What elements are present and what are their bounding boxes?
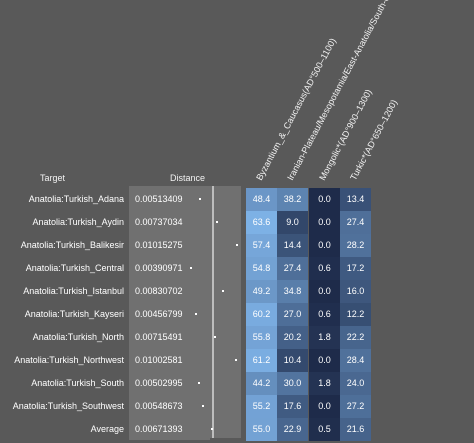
heatmap-cell: 22.9	[277, 418, 308, 441]
target-label: Average	[90, 424, 124, 434]
heatmap-cell: 48.4	[246, 188, 277, 211]
distance-value: 0.00390971	[129, 258, 210, 279]
target-label: Anatolia:Turkish_Kayseri	[24, 309, 124, 319]
distance-dot	[213, 336, 216, 338]
heatmap-cell: 60.2	[246, 303, 277, 326]
distance-value: 0.01002581	[129, 350, 210, 371]
heatmap-cell: 61.2	[246, 349, 277, 372]
target-label: Anatolia:Turkish_North	[32, 332, 124, 342]
heatmap-cell: 30.0	[277, 372, 308, 395]
heatmap-cell: 0.5	[309, 418, 340, 441]
target-label: Anatolia:Turkish_Balikesir	[20, 240, 124, 250]
heatmap-cell: 55.2	[246, 395, 277, 418]
heatmap-cell: 28.4	[340, 349, 371, 372]
distance-value: 0.00513409	[129, 189, 210, 210]
distance-dot	[235, 359, 237, 361]
heatmap-cell: 27.0	[277, 303, 308, 326]
heatmap-cell: 17.2	[340, 257, 371, 280]
target-label: Anatolia:Turkish_Northwest	[14, 355, 124, 365]
heatmap-cell: 12.2	[340, 303, 371, 326]
distance-dot	[222, 290, 225, 292]
heatmap-cell: 13.4	[340, 188, 371, 211]
heatmap-cell: 9.0	[277, 211, 308, 234]
heatmap-cell: 38.2	[277, 188, 308, 211]
distance-dot	[199, 198, 202, 200]
target-label: Anatolia:Turkish_Istanbul	[23, 286, 124, 296]
heatmap-cell: 57.4	[246, 234, 277, 257]
distance-value: 0.00548673	[129, 396, 210, 417]
heatmap-cell: 27.4	[277, 257, 308, 280]
heatmap-cell: 55.0	[246, 418, 277, 441]
heatmap-cell: 27.2	[340, 395, 371, 418]
heatmap-cell: 0.0	[309, 395, 340, 418]
heatmap-cell: 24.0	[340, 372, 371, 395]
heatmap-cell: 49.2	[246, 280, 277, 303]
heatmap-cell: 1.8	[309, 326, 340, 349]
distance-value: 0.01015275	[129, 235, 210, 256]
target-header: Target	[40, 173, 66, 183]
distance-value: 0.00715491	[129, 327, 210, 348]
heatmap-cell: 0.6	[309, 303, 340, 326]
heatmap-cell: 0.0	[309, 280, 340, 303]
target-label: Anatolia:Turkish_Adana	[28, 194, 124, 204]
heatmap-cell: 54.8	[246, 257, 277, 280]
heatmap-cell: 22.2	[340, 326, 371, 349]
heatmap-cell: 10.4	[277, 349, 308, 372]
heatmap-cell: 1.8	[309, 372, 340, 395]
target-label: Anatolia:Turkish_Southwest	[12, 401, 124, 411]
distance-value: 0.00502995	[129, 373, 210, 394]
heatmap-cell: 27.4	[340, 211, 371, 234]
target-label: Anatolia:Turkish_Aydin	[32, 217, 124, 227]
heatmap-cell: 0.0	[309, 188, 340, 211]
distance-dot	[198, 382, 201, 384]
distance-dot	[201, 405, 204, 407]
heatmap-cell: 0.0	[309, 349, 340, 372]
heatmap-cell: 28.2	[340, 234, 371, 257]
heatmap-cell: 0.6	[309, 257, 340, 280]
heatmap-cell: 63.6	[246, 211, 277, 234]
distance-value: 0.00456799	[129, 304, 210, 325]
distance-value: 0.00830702	[129, 281, 210, 302]
heatmap-cell: 0.0	[309, 234, 340, 257]
distance-value: 0.00671393	[129, 419, 210, 440]
heatmap-cell: 34.8	[277, 280, 308, 303]
distance-dot	[210, 428, 213, 430]
distance-axis-line	[212, 186, 214, 438]
distance-header: Distance	[170, 173, 206, 183]
distance-dot	[215, 221, 218, 223]
heatmap-cell: 20.2	[277, 326, 308, 349]
heatmap-cell: 16.0	[340, 280, 371, 303]
distance-dot	[235, 244, 238, 246]
target-label: Anatolia:Turkish_Central	[25, 263, 124, 273]
heatmap-cell: 44.2	[246, 372, 277, 395]
target-label: Anatolia:Turkish_South	[31, 378, 124, 388]
heatmap-cell: 0.0	[309, 211, 340, 234]
distance-dot	[194, 313, 197, 315]
heatmap-cell: 14.4	[277, 234, 308, 257]
distance-dot	[190, 267, 193, 269]
heatmap-cell: 17.6	[277, 395, 308, 418]
heatmap-cell: 21.6	[340, 418, 371, 441]
distance-value: 0.00737034	[129, 212, 210, 233]
heatmap-cell: 55.8	[246, 326, 277, 349]
